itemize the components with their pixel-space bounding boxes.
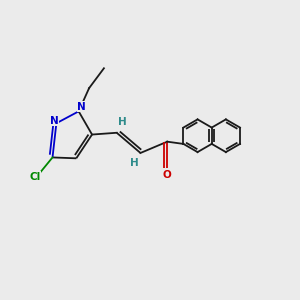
Text: Cl: Cl	[29, 172, 40, 182]
Text: O: O	[163, 170, 172, 180]
Text: N: N	[50, 116, 58, 126]
Text: N: N	[77, 102, 86, 112]
Text: H: H	[130, 158, 138, 168]
Text: H: H	[118, 117, 126, 128]
